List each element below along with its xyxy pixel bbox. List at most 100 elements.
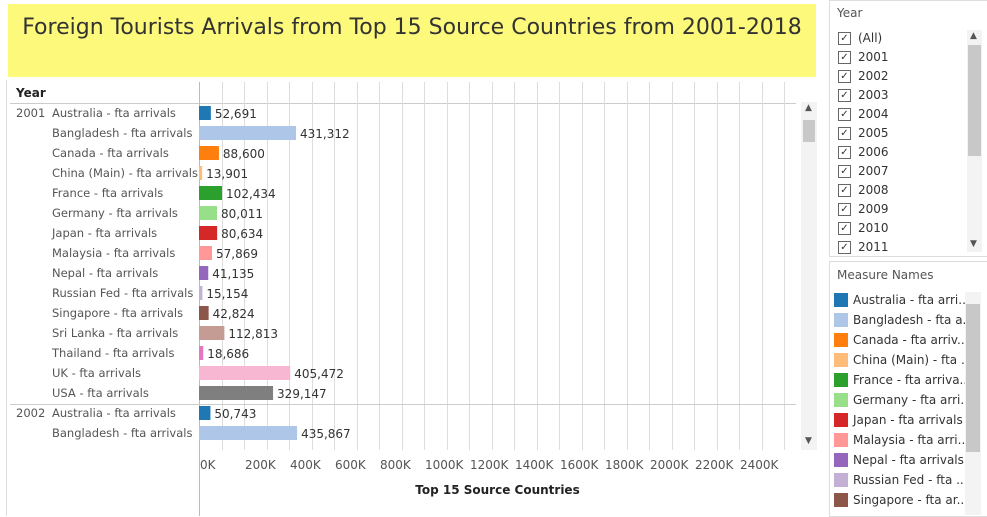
legend-swatch[interactable] — [834, 373, 848, 387]
year-scroll-down-icon[interactable]: ▼ — [970, 239, 977, 249]
year-checkbox-label[interactable]: 2010 — [858, 221, 889, 235]
category-label[interactable]: USA - fta arrivals — [52, 386, 149, 400]
category-label[interactable]: Bangladesh - fta arrivals — [52, 426, 193, 440]
bar[interactable] — [199, 126, 297, 140]
bar[interactable] — [199, 426, 298, 440]
gridline — [491, 82, 493, 450]
bar-value-label: 42,824 — [213, 307, 255, 321]
category-label[interactable]: Malaysia - fta arrivals — [52, 246, 176, 260]
year-checkbox[interactable]: ✓ — [838, 222, 851, 235]
bar[interactable] — [199, 106, 211, 120]
legend-item-label[interactable]: Singapore - fta ar.. — [853, 493, 965, 507]
legend-item-label[interactable]: Malaysia - fta arri.. — [853, 433, 966, 447]
legend-item-label[interactable]: China (Main) - fta .. — [853, 353, 969, 367]
year-checkbox[interactable]: ✓ — [838, 127, 851, 140]
bar[interactable] — [199, 206, 218, 220]
year-checkbox[interactable]: ✓ — [838, 51, 851, 64]
legend-item-label[interactable]: France - fta arriva.. — [853, 373, 968, 387]
legend-swatch[interactable] — [834, 293, 848, 307]
category-label[interactable]: Nepal - fta arrivals — [52, 266, 159, 280]
year-checkbox-label[interactable]: 2005 — [858, 126, 889, 140]
year-checkbox-label[interactable]: 2006 — [858, 145, 889, 159]
year-checkbox-label[interactable]: 2009 — [858, 202, 889, 216]
x-tick-label: 2400K — [740, 458, 779, 472]
bar[interactable] — [199, 166, 203, 180]
category-label[interactable]: Japan - fta arrivals — [52, 226, 158, 240]
bar[interactable] — [199, 286, 203, 300]
year-column-header[interactable]: Year — [16, 86, 46, 100]
legend-item-label[interactable]: Nepal - fta arrivals — [853, 453, 964, 467]
year-label[interactable]: 2002 — [16, 406, 46, 420]
category-label[interactable]: Bangladesh - fta arrivals — [52, 126, 193, 140]
legend-swatch[interactable] — [834, 413, 848, 427]
year-checkbox-label[interactable]: (All) — [858, 31, 883, 45]
bar[interactable] — [199, 346, 204, 360]
legend-swatch[interactable] — [834, 353, 848, 367]
year-scroll-up-icon[interactable]: ▲ — [970, 31, 977, 41]
bar[interactable] — [199, 146, 219, 160]
category-label[interactable]: Australia - fta arrivals — [52, 106, 176, 120]
year-checkbox[interactable]: ✓ — [838, 165, 851, 178]
bar[interactable] — [199, 306, 209, 320]
legend-item-label[interactable]: Germany - fta arri.. — [853, 393, 968, 407]
year-checkbox[interactable]: ✓ — [838, 146, 851, 159]
year-checkbox[interactable]: ✓ — [838, 203, 851, 216]
category-label[interactable]: Russian Fed - fta arrivals — [52, 286, 194, 300]
bar[interactable] — [199, 266, 209, 280]
legend-swatch[interactable] — [834, 433, 848, 447]
chart-scroll-down-icon[interactable]: ▼ — [805, 436, 812, 446]
bar[interactable] — [199, 386, 274, 400]
bar-value-label: 13,901 — [206, 167, 248, 181]
bar[interactable] — [199, 326, 225, 340]
year-checkbox-label[interactable]: 2007 — [858, 164, 889, 178]
legend-scrollbar-thumb[interactable] — [966, 304, 980, 452]
legend-swatch[interactable] — [834, 393, 848, 407]
year-checkbox[interactable]: ✓ — [838, 32, 851, 45]
year-checkbox-label[interactable]: 2008 — [858, 183, 889, 197]
bar[interactable] — [199, 406, 211, 420]
year-checkbox[interactable]: ✓ — [838, 89, 851, 102]
category-label[interactable]: Singapore - fta arrivals — [52, 306, 184, 320]
category-label[interactable]: Australia - fta arrivals — [52, 406, 176, 420]
bar-value-label: 57,869 — [216, 247, 258, 261]
bar[interactable] — [199, 246, 213, 260]
legend-item-label[interactable]: Canada - fta arriv.. — [853, 333, 965, 347]
category-label[interactable]: Canada - fta arrivals — [52, 146, 169, 160]
legend-item-label[interactable]: Bangladesh - fta a.. — [853, 313, 971, 327]
category-label[interactable]: France - fta arrivals — [52, 186, 164, 200]
legend-swatch[interactable] — [834, 493, 848, 507]
year-checkbox-label[interactable]: 2002 — [858, 69, 889, 83]
legend-item-label[interactable]: Australia - fta arri.. — [853, 293, 966, 307]
year-checkbox[interactable]: ✓ — [838, 241, 851, 254]
year-checkbox[interactable]: ✓ — [838, 70, 851, 83]
bar[interactable] — [199, 226, 218, 240]
bar[interactable] — [199, 366, 291, 380]
legend-title: Measure Names — [837, 268, 934, 282]
gridline — [626, 82, 628, 450]
chart-scrollbar[interactable] — [801, 102, 817, 450]
year-checkbox[interactable]: ✓ — [838, 108, 851, 121]
legend-swatch[interactable] — [834, 453, 848, 467]
legend-swatch[interactable] — [834, 313, 848, 327]
bar[interactable] — [199, 186, 223, 200]
gridline — [334, 82, 335, 450]
year-checkbox-label[interactable]: 2003 — [858, 88, 889, 102]
year-checkbox-label[interactable]: 2001 — [858, 50, 889, 64]
chart-scroll-up-icon[interactable]: ▲ — [805, 103, 812, 113]
legend-swatch[interactable] — [834, 473, 848, 487]
year-filter-scrollbar-thumb[interactable] — [968, 45, 981, 156]
category-label[interactable]: China (Main) - fta arrivals — [52, 166, 198, 180]
category-label[interactable]: Thailand - fta arrivals — [52, 346, 175, 360]
legend-item-label[interactable]: Russian Fed - fta .. — [853, 473, 964, 487]
legend-item-label[interactable]: Japan - fta arrivals — [853, 413, 963, 427]
category-label[interactable]: UK - fta arrivals — [52, 366, 142, 380]
category-label[interactable]: Germany - fta arrivals — [52, 206, 178, 220]
chart-scrollbar-thumb[interactable] — [803, 120, 815, 142]
year-checkbox-label[interactable]: 2004 — [858, 107, 889, 121]
year-checkbox-label[interactable]: 2011 — [858, 240, 889, 254]
year-label[interactable]: 2001 — [16, 106, 46, 120]
category-label[interactable]: Sri Lanka - fta arrivals — [52, 326, 179, 340]
legend-swatch[interactable] — [834, 333, 848, 347]
year-checkbox[interactable]: ✓ — [838, 184, 851, 197]
